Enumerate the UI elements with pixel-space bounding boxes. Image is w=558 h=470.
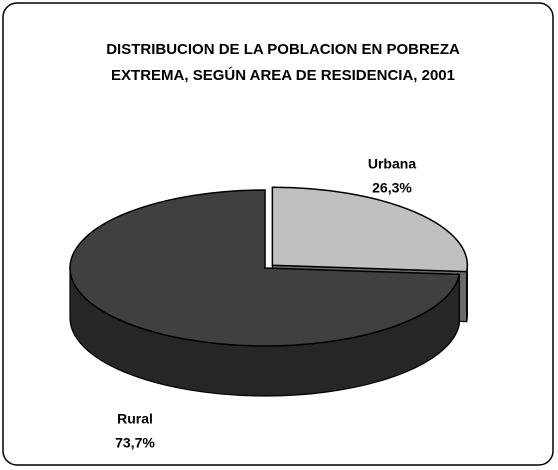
chart-title: EXTREMA, SEGÚN AREA DE RESIDENCIA, 2001 (111, 66, 455, 84)
slice-label: Urbana (368, 156, 416, 172)
slice (69, 189, 461, 347)
slice (271, 186, 469, 273)
slice-label: Rural (117, 411, 153, 427)
chart-title: DISTRIBUCION DE LA POBLACION EN POBREZA (106, 41, 460, 58)
value-label: 73,7% (115, 435, 155, 451)
value-label: 26,3% (372, 180, 412, 196)
slice-wall (466, 265, 468, 322)
